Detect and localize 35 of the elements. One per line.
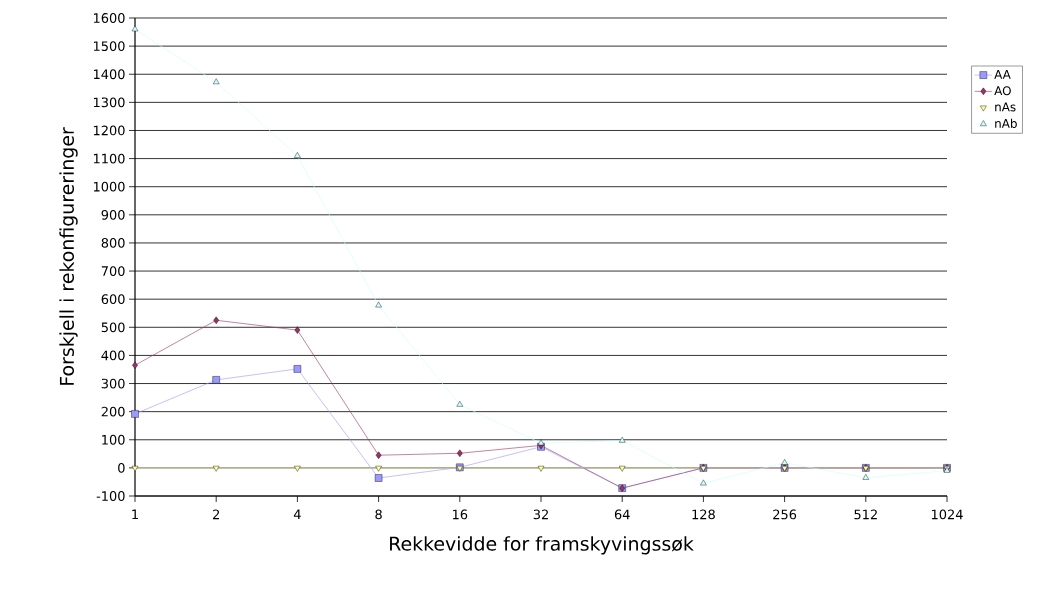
y-tick-label: 1300 [93, 97, 125, 108]
y-tick-label: 300 [101, 378, 125, 389]
y-tick-label: 100 [102, 434, 125, 445]
y-tick-label: 500 [101, 322, 125, 333]
y-tick-label: 1400 [93, 69, 125, 80]
x-tick-label: 256 [773, 509, 797, 520]
x-tick-label: 32 [533, 509, 548, 520]
x-tick-label: 16 [452, 509, 468, 520]
legend-label: nAs [995, 102, 1016, 112]
y-tick-label: 800 [101, 238, 125, 248]
x-axis-title: Rekkevidde for framskyvingssøk [390, 536, 694, 555]
x-tick-label: 8 [375, 509, 382, 520]
y-tick-label: 200 [101, 406, 125, 417]
y-tick-label: 400 [101, 350, 125, 361]
legend-label: nAb [995, 118, 1017, 128]
legend-label: AA [994, 69, 1011, 79]
legend-label: AO [994, 86, 1011, 96]
y-tick-label: 1200 [93, 125, 125, 136]
y-tick-label: 700 [101, 266, 125, 276]
x-tick-label: 512 [854, 509, 877, 520]
y-tick-label: 1000 [93, 181, 125, 192]
x-tick-label: 64 [614, 509, 630, 520]
y-tick-label: 1500 [93, 41, 125, 52]
y-tick-label: 1100 [93, 153, 125, 164]
x-tick-label: 4 [293, 509, 301, 519]
x-tick-label: 1 [132, 509, 138, 519]
y-tick-label: -100 [96, 491, 125, 501]
y-tick-label: 0 [118, 462, 125, 473]
y-tick-label: 900 [101, 209, 125, 220]
y-axis-title: Forskjell i rekonfigureringer [59, 127, 78, 385]
x-tick-label: 1024 [931, 509, 963, 520]
x-tick-label: 2 [213, 509, 220, 520]
y-tick-label: 1600 [93, 13, 125, 23]
y-tick-label: 600 [101, 294, 125, 305]
x-tick-label: 128 [692, 509, 715, 520]
